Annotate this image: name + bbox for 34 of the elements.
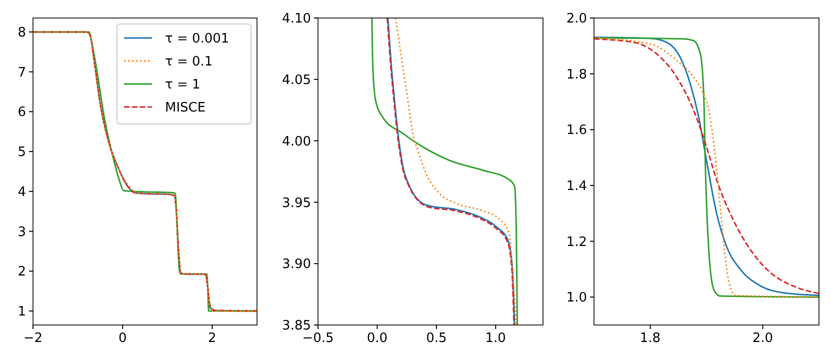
x-tick-label: 0.5: [426, 331, 447, 346]
y-tick-label: 1.6: [566, 123, 587, 138]
y-tick-label: 2: [18, 264, 26, 280]
y-tick-label: 3.90: [282, 257, 311, 272]
y-tick-label: 3: [18, 224, 26, 240]
legend-label: MISCE: [165, 100, 206, 116]
y-tick-label: 1.2: [566, 234, 587, 250]
x-tick-label: 0.0: [366, 331, 388, 346]
y-tick-label: 5: [18, 145, 26, 160]
legend-label: τ = 1: [165, 78, 200, 93]
y-tick-label: 1.0: [566, 290, 587, 306]
line-series: [33, 31, 257, 312]
y-tick-label: 1: [18, 304, 26, 320]
x-tick-label: −2: [23, 331, 43, 346]
y-tick-label: 1.8: [566, 67, 587, 82]
y-tick-label: 6: [18, 105, 26, 120]
x-tick-label: 2.0: [752, 331, 774, 346]
y-tick-label: 7: [18, 65, 26, 80]
y-tick-label: 4: [18, 184, 26, 200]
y-tick-label: 8: [18, 26, 26, 41]
legend-label: τ = 0.001: [165, 32, 230, 47]
y-tick-label: 3.95: [282, 196, 311, 211]
y-tick-label: 4.10: [282, 12, 311, 27]
y-tick-label: 3.85: [282, 318, 311, 334]
x-tick-label: 1.8: [640, 331, 661, 346]
x-tick-label: 1.0: [485, 331, 506, 346]
y-tick-label: 4.00: [282, 134, 311, 150]
x-tick-label: 2: [208, 331, 216, 346]
x-tick-label: −0.5: [302, 331, 334, 346]
legend-label: τ = 0.1: [165, 54, 213, 70]
y-tick-label: 2.0: [566, 12, 587, 27]
y-tick-label: 4.05: [282, 72, 311, 88]
x-tick-label: 0: [118, 331, 127, 346]
y-tick-label: 1.4: [566, 179, 587, 194]
